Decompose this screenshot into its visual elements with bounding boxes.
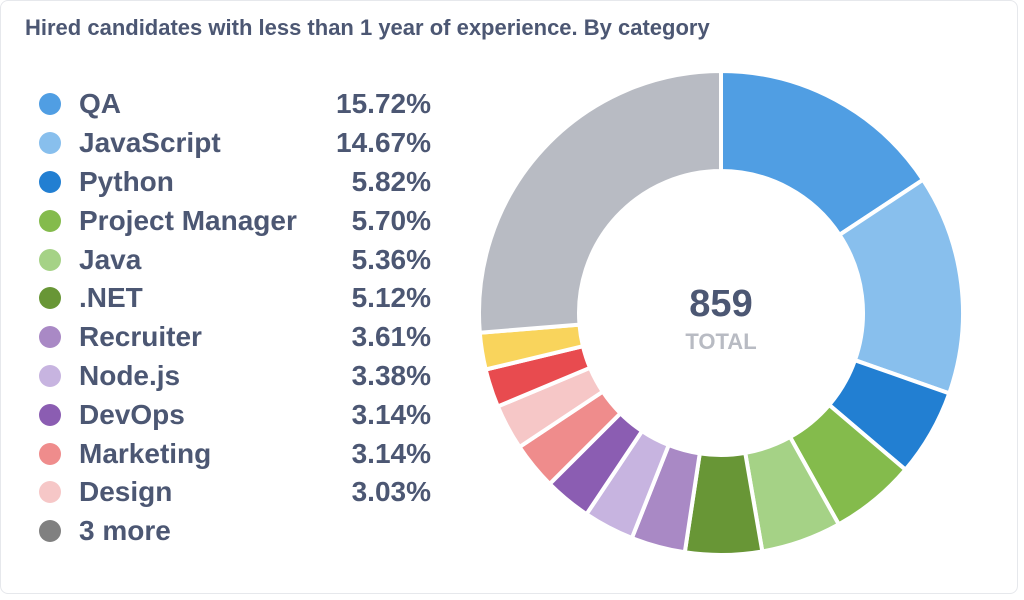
legend-percent: 5.82% [351, 165, 431, 197]
legend-item[interactable]: JavaScript 14.67% [39, 124, 435, 163]
legend-label: .NET [79, 282, 143, 314]
legend-label: DevOps [79, 398, 185, 430]
legend-dot-icon [39, 403, 61, 426]
legend-dot-icon [39, 364, 61, 387]
legend-label: JavaScript [79, 127, 221, 159]
legend-dot-icon [39, 520, 61, 543]
legend-item[interactable]: DevOps 3.14% [39, 395, 435, 434]
chart-title: Hired candidates with less than 1 year o… [25, 15, 710, 40]
legend-item[interactable]: Java 5.36% [39, 240, 435, 279]
legend-label: 3 more [79, 515, 171, 547]
legend-dot-icon [39, 248, 61, 271]
legend-label: Project Manager [79, 204, 297, 236]
legend-label: Marketing [79, 437, 212, 469]
legend-percent: 3.03% [351, 476, 431, 508]
donut-chart: 859 TOTAL [477, 69, 965, 557]
total-label: TOTAL [685, 329, 756, 354]
legend-percent: 3.38% [351, 359, 431, 391]
legend-percent: 5.70% [351, 204, 431, 236]
legend-percent: 15.72% [336, 88, 431, 120]
legend-item[interactable]: Design 3.03% [39, 473, 435, 512]
legend: QA 15.72% JavaScript 14.67% Python 5.82% Proje… [39, 85, 435, 551]
legend-dot-icon [39, 287, 61, 310]
legend-label: Design [79, 476, 173, 508]
legend-item[interactable]: Python 5.82% [39, 163, 435, 202]
legend-item[interactable]: Recruiter 3.61% [39, 318, 435, 357]
legend-percent: 14.67% [336, 127, 431, 159]
legend-dot-icon [39, 442, 61, 465]
legend-dot-icon [39, 326, 61, 349]
legend-dot-icon [39, 209, 61, 232]
legend-percent: 5.12% [351, 282, 431, 314]
legend-label: Recruiter [79, 321, 202, 353]
legend-percent: 5.36% [351, 243, 431, 275]
legend-percent: 3.14% [351, 398, 431, 430]
legend-percent: 3.14% [351, 437, 431, 469]
donut-slice[interactable] [477, 69, 723, 335]
legend-percent: 3.61% [351, 321, 431, 353]
legend-label: Node.js [79, 359, 181, 391]
legend-dot-icon [39, 93, 61, 116]
legend-item[interactable]: 3 more [39, 512, 435, 551]
legend-dot-icon [39, 481, 61, 504]
legend-label: Java [79, 243, 142, 275]
legend-label: Python [79, 165, 174, 197]
legend-item[interactable]: .NET 5.12% [39, 279, 435, 318]
legend-item[interactable]: QA 15.72% [39, 85, 435, 124]
legend-item[interactable]: Marketing 3.14% [39, 434, 435, 473]
legend-dot-icon [39, 132, 61, 155]
donut-slices [477, 69, 965, 557]
total-value: 859 [689, 283, 752, 325]
legend-item[interactable]: Node.js 3.38% [39, 357, 435, 396]
legend-item[interactable]: Project Manager 5.70% [39, 201, 435, 240]
legend-label: QA [79, 88, 121, 120]
legend-dot-icon [39, 170, 61, 193]
